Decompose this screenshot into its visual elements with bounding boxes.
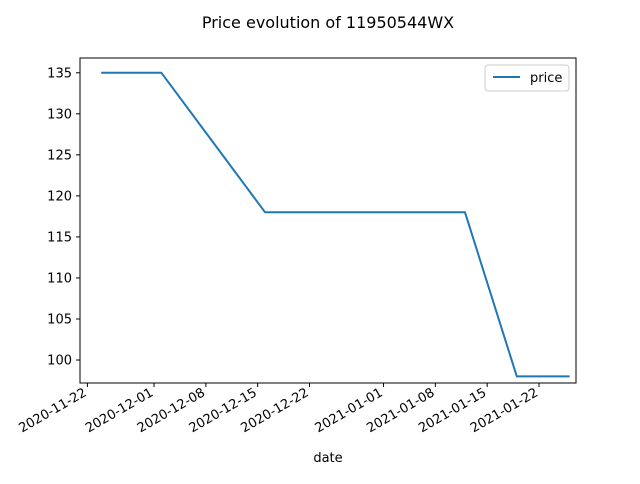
y-tick-label: 135 bbox=[47, 66, 72, 81]
y-tick-label: 120 bbox=[47, 189, 72, 204]
x-tick-label: 2020-11-22 bbox=[16, 385, 89, 436]
series-layer bbox=[101, 71, 570, 378]
legend: price bbox=[484, 64, 570, 92]
y-tick-label: 130 bbox=[47, 107, 72, 122]
y-axis: 100 105 110 115 120 125 130 135 bbox=[47, 66, 80, 369]
y-tick-label: 125 bbox=[47, 148, 72, 163]
y-tick-label: 100 bbox=[47, 354, 72, 369]
legend-box bbox=[484, 64, 570, 92]
plot-area bbox=[79, 57, 577, 384]
x-axis: 2020-11-222020-12-012020-12-082020-12-15… bbox=[16, 383, 541, 436]
y-tick-label: 110 bbox=[47, 271, 72, 286]
y-tick-label: 105 bbox=[47, 312, 72, 327]
chart-title: Price evolution of 11950544WX bbox=[202, 13, 454, 32]
y-tick-label: 115 bbox=[47, 230, 72, 245]
x-axis-label: date bbox=[313, 451, 342, 466]
legend-label: price bbox=[530, 71, 562, 86]
series-line-price bbox=[101, 71, 570, 378]
